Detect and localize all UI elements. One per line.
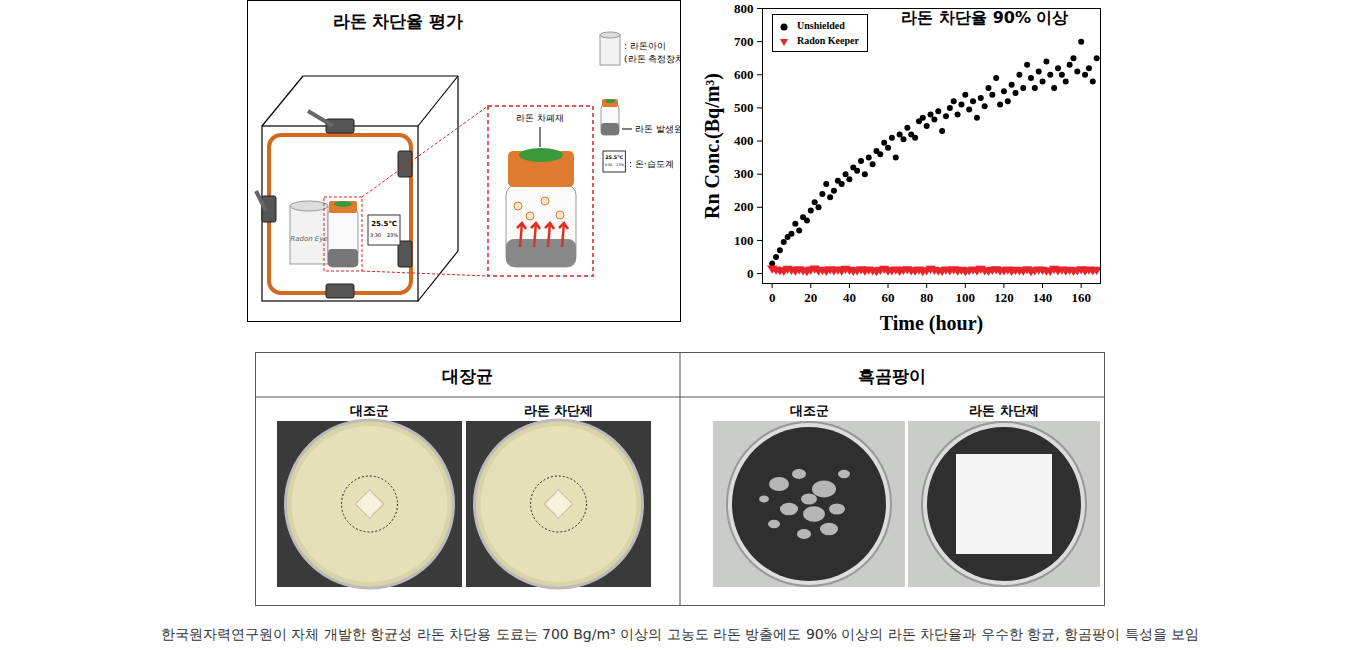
svg-text:300: 300 xyxy=(734,166,754,181)
svg-text:600: 600 xyxy=(734,67,754,82)
svg-text:라돈 차단제: 라돈 차단제 xyxy=(524,403,594,418)
svg-text:(라돈 측정장치): (라돈 측정장치) xyxy=(624,54,680,64)
svg-text:3:30: 3:30 xyxy=(370,232,381,238)
svg-text:: 라돈아이: : 라돈아이 xyxy=(624,41,666,51)
svg-text:0: 0 xyxy=(769,290,776,305)
svg-text:라돈 차단율 평가: 라돈 차단율 평가 xyxy=(333,11,464,31)
svg-text:대조군: 대조군 xyxy=(790,403,829,418)
svg-text:25.5℃: 25.5℃ xyxy=(605,154,623,160)
svg-text:100: 100 xyxy=(956,290,976,305)
html-text:Unshielded: Unshielded xyxy=(797,20,845,31)
svg-text:Rn Conc.(Bq/m³): Rn Conc.(Bq/m³) xyxy=(701,73,724,219)
svg-text:100: 100 xyxy=(734,233,754,248)
svg-text:흑곰팡이: 흑곰팡이 xyxy=(858,366,926,386)
svg-text:Time (hour): Time (hour) xyxy=(880,312,984,335)
svg-text:23%: 23% xyxy=(616,163,624,167)
svg-text:대장균: 대장균 xyxy=(442,366,493,386)
svg-text:160: 160 xyxy=(1071,290,1091,305)
svg-text:Radon Eye: Radon Eye xyxy=(290,235,327,243)
svg-text:대조군: 대조군 xyxy=(350,403,389,418)
svg-text:400: 400 xyxy=(734,133,754,148)
svg-text:23%: 23% xyxy=(387,232,398,238)
svg-text:3:30: 3:30 xyxy=(604,163,612,167)
svg-text:60: 60 xyxy=(882,290,895,305)
svg-text:80: 80 xyxy=(920,290,933,305)
svg-text:700: 700 xyxy=(734,34,754,49)
svg-text:라돈 차폐재: 라돈 차폐재 xyxy=(516,113,564,123)
html-text:한국원자력연구원이 자체 개발한 항균성 라돈 차단용 도료: 한국원자력연구원이 자체 개발한 항균성 라돈 차단용 도료는 700 Bg/m… xyxy=(160,626,1200,642)
svg-text:140: 140 xyxy=(1033,290,1053,305)
svg-text:200: 200 xyxy=(734,199,754,214)
svg-text:40: 40 xyxy=(843,290,856,305)
svg-text:120: 120 xyxy=(994,290,1014,305)
svg-text:0: 0 xyxy=(747,266,754,281)
svg-text:: 온·습도계: : 온·습도계 xyxy=(629,159,674,169)
svg-text:800: 800 xyxy=(734,1,754,16)
svg-text:25.5℃: 25.5℃ xyxy=(371,220,397,228)
svg-text:라돈 차단제: 라돈 차단제 xyxy=(969,403,1039,418)
svg-text:500: 500 xyxy=(734,100,754,115)
svg-text:20: 20 xyxy=(804,290,817,305)
svg-text:라돈 발생원: 라돈 발생원 xyxy=(635,124,680,134)
html-text:Radon Keeper: Radon Keeper xyxy=(797,35,859,46)
html-text:라돈 차단율 90% 이상: 라돈 차단율 90% 이상 xyxy=(901,8,1069,27)
